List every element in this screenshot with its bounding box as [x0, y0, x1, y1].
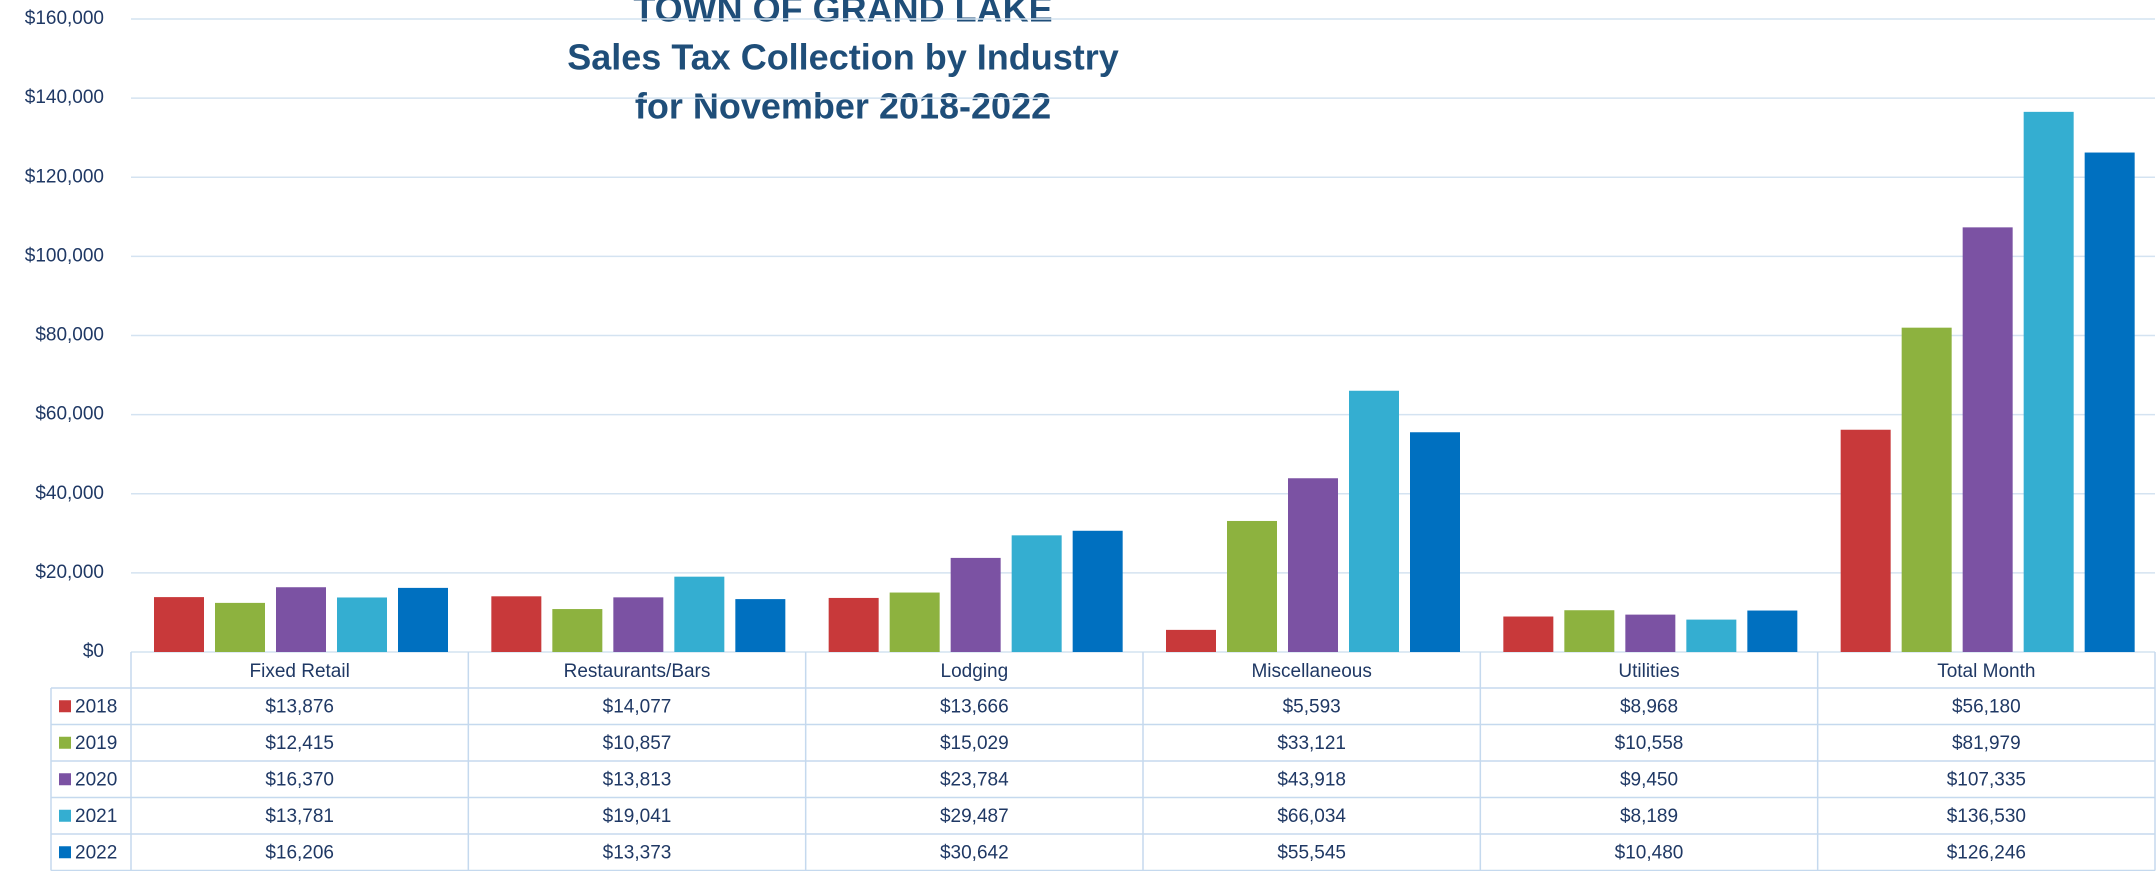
bar — [613, 597, 664, 652]
bar — [276, 587, 326, 652]
legend-label: 2021 — [75, 806, 117, 827]
bar — [1288, 478, 1338, 652]
table-value: $66,034 — [1277, 806, 1346, 827]
y-tick-label: $80,000 — [35, 325, 104, 346]
table-value: $16,206 — [265, 842, 334, 863]
legend-key — [59, 736, 71, 749]
bar — [1564, 610, 1615, 652]
bar — [1349, 390, 1399, 652]
legend-label: 2018 — [75, 696, 117, 717]
chart-title: for November 2018-2022 — [635, 86, 1051, 127]
table-value: $13,666 — [940, 696, 1009, 717]
table-value: $14,077 — [603, 696, 672, 717]
x-tick-label: Fixed Retail — [250, 661, 350, 682]
bar — [398, 587, 448, 652]
bar — [950, 557, 1001, 652]
table-value: $12,415 — [265, 733, 334, 754]
table-value: $29,487 — [940, 806, 1009, 827]
bar — [337, 597, 387, 652]
table-value: $43,918 — [1277, 769, 1346, 790]
x-tick-label: Miscellaneous — [1251, 661, 1371, 682]
table-value: $126,246 — [1947, 842, 2026, 863]
bar — [552, 609, 603, 652]
table-value: $10,857 — [603, 733, 672, 754]
chart-title: TOWN OF GRAND LAKE — [633, 0, 1052, 30]
table-value: $15,029 — [940, 733, 1009, 754]
bar — [491, 596, 542, 652]
bar — [1686, 619, 1737, 652]
table-value: $23,784 — [940, 769, 1009, 790]
y-tick-label: $120,000 — [25, 166, 104, 187]
legend-label: 2022 — [75, 842, 117, 863]
legend-key — [59, 700, 71, 713]
x-tick-label: Total Month — [1937, 661, 2035, 682]
table-value: $56,180 — [1952, 696, 2021, 717]
y-tick-label: $60,000 — [35, 404, 104, 425]
table-value: $8,189 — [1620, 806, 1678, 827]
bar — [1962, 227, 2013, 653]
bar — [674, 576, 725, 652]
x-tick-label: Restaurants/Bars — [564, 661, 711, 682]
table-value: $8,968 — [1620, 696, 1678, 717]
table-value: $13,373 — [603, 842, 672, 863]
bar — [1901, 327, 1952, 652]
bar — [1747, 610, 1798, 652]
legend-key — [59, 809, 71, 822]
bar — [889, 592, 940, 652]
table-value: $13,813 — [603, 769, 672, 790]
bar — [215, 602, 265, 652]
bar — [828, 597, 879, 652]
y-tick-label: $100,000 — [25, 245, 104, 266]
y-tick-label: $20,000 — [35, 562, 104, 583]
table-value: $81,979 — [1952, 733, 2021, 754]
table-value: $13,781 — [265, 806, 334, 827]
table-value: $55,545 — [1277, 842, 1346, 863]
legend-label: 2019 — [75, 733, 117, 754]
legend-key — [59, 773, 71, 786]
bar — [1625, 614, 1676, 652]
x-tick-label: Utilities — [1618, 661, 1679, 682]
table-value: $30,642 — [940, 842, 1009, 863]
bar — [735, 599, 786, 652]
y-tick-label: $0 — [83, 641, 104, 662]
table-value: $107,335 — [1947, 769, 2026, 790]
bar — [154, 597, 204, 652]
table-value: $19,041 — [603, 806, 672, 827]
table-value: $33,121 — [1277, 733, 1346, 754]
y-tick-label: $160,000 — [25, 8, 104, 29]
table-value: $5,593 — [1283, 696, 1341, 717]
bar — [1011, 535, 1062, 652]
table-value: $10,480 — [1615, 842, 1684, 863]
table-value: $16,370 — [265, 769, 334, 790]
table-value: $9,450 — [1620, 769, 1678, 790]
bar — [1166, 629, 1216, 652]
x-tick-label: Lodging — [941, 661, 1009, 682]
bar — [2084, 152, 2135, 653]
bar — [1410, 432, 1460, 652]
legend-key — [59, 846, 71, 859]
bar — [1840, 429, 1891, 652]
bar — [1072, 530, 1123, 652]
legend-label: 2020 — [75, 769, 117, 790]
bar — [1227, 520, 1277, 652]
bar — [2023, 111, 2074, 652]
bar — [1503, 616, 1554, 652]
table-value: $10,558 — [1615, 733, 1684, 754]
table-value: $13,876 — [265, 696, 334, 717]
table-value: $136,530 — [1947, 806, 2026, 827]
chart-title: Sales Tax Collection by Industry — [567, 37, 1118, 78]
y-tick-label: $40,000 — [35, 483, 104, 504]
y-tick-label: $140,000 — [25, 87, 104, 108]
